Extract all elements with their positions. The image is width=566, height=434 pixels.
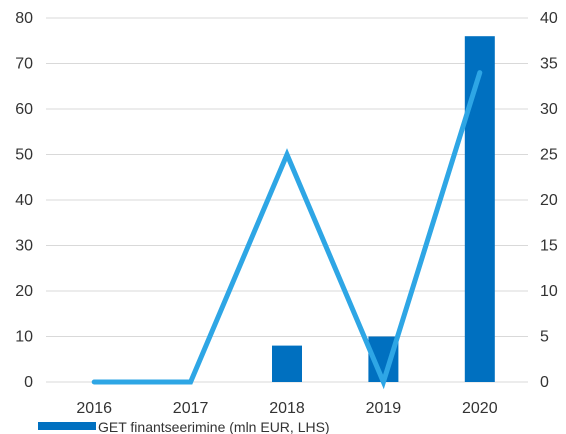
x-tick-label: 2020	[462, 400, 498, 417]
bar	[464, 36, 495, 382]
y-axis-right: 0 5 10 15 20 25 30 35 40	[540, 10, 558, 391]
y-left-tick-label: 60	[15, 101, 33, 118]
y-left-tick-label: 80	[15, 10, 33, 27]
y-right-tick-label: 10	[540, 283, 558, 300]
y-right-tick-label: 5	[540, 329, 549, 346]
legend: GET finantseerimine (mln EUR, LHS)	[38, 419, 330, 434]
y-left-tick-label: 20	[15, 283, 33, 300]
y-right-tick-label: 30	[540, 101, 558, 118]
x-tick-label: 2016	[76, 400, 112, 417]
y-left-tick-label: 10	[15, 329, 33, 346]
y-left-tick-label: 40	[15, 192, 33, 209]
gridlines	[46, 17, 528, 383]
y-right-tick-label: 40	[540, 10, 558, 27]
bar	[272, 345, 302, 382]
legend-label: GET finantseerimine (mln EUR, LHS)	[98, 419, 330, 434]
y-left-tick-label: 30	[15, 238, 33, 255]
x-tick-label: 2018	[269, 400, 305, 417]
y-right-tick-label: 0	[540, 374, 549, 391]
y-right-tick-label: 20	[540, 192, 558, 209]
y-axis-left: 0 10 20 30 40 50 60 70 80	[15, 10, 33, 391]
legend-swatch	[38, 422, 96, 430]
x-tick-label: 2019	[366, 400, 402, 417]
series-line	[91, 70, 483, 390]
y-left-tick-label: 50	[15, 147, 33, 164]
y-right-tick-label: 25	[540, 147, 558, 164]
y-right-tick-label: 35	[540, 56, 558, 73]
line-series	[91, 70, 483, 390]
y-left-tick-label: 70	[15, 56, 33, 73]
y-left-tick-label: 0	[24, 374, 33, 391]
x-tick-label: 2017	[173, 400, 209, 417]
bar-series	[272, 36, 495, 382]
x-axis: 2016 2017 2018 2019 2020	[76, 400, 497, 417]
y-right-tick-label: 15	[540, 238, 558, 255]
